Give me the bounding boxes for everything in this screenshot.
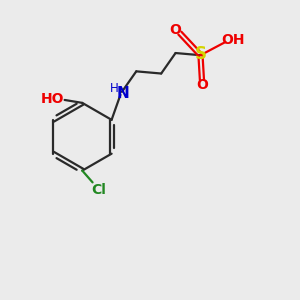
Text: H: H: [110, 82, 119, 94]
Text: HO: HO: [41, 92, 64, 106]
Text: N: N: [116, 86, 129, 101]
Text: OH: OH: [221, 33, 244, 46]
Text: O: O: [196, 78, 208, 92]
Text: Cl: Cl: [91, 183, 106, 197]
Text: O: O: [169, 22, 181, 37]
Text: S: S: [194, 45, 206, 63]
